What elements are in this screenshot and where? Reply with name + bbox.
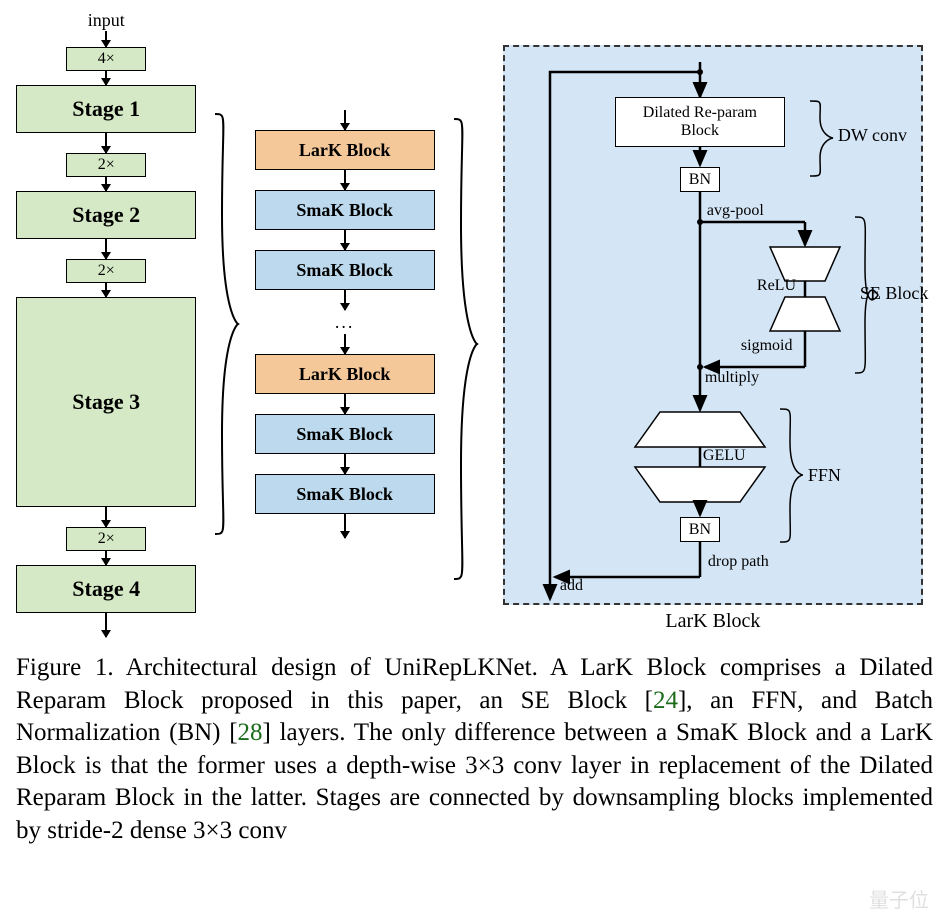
smak-block-3: SmaK Block: [255, 414, 435, 454]
blocks-column: LarK Block SmaK Block SmaK Block ... Lar…: [248, 10, 440, 637]
mult-4x: 4×: [66, 47, 146, 71]
relu-label: ReLU: [757, 277, 796, 295]
arrow: [105, 177, 107, 191]
stage-2: Stage 2: [16, 191, 196, 239]
stage-1: Stage 1: [16, 85, 196, 133]
gelu-label: GELU: [703, 447, 746, 465]
add-label: add: [560, 577, 583, 595]
multiply-label: multiply: [705, 369, 759, 387]
arrow: [105, 551, 107, 565]
caption-ref-28: 28: [238, 719, 263, 746]
arrow: [344, 454, 346, 474]
stage-4: Stage 4: [16, 565, 196, 613]
ellipsis: ...: [335, 310, 355, 334]
arrow: [105, 239, 107, 259]
lark-block-1: LarK Block: [255, 130, 435, 170]
bn-box-1: BN: [680, 167, 720, 192]
caption-fig: Figure 1.: [16, 654, 114, 681]
input-label: input: [88, 10, 125, 31]
arrow: [105, 507, 107, 527]
lark-title: LarK Block: [665, 610, 760, 633]
brace-left: [210, 10, 240, 637]
drp-box: Dilated Re-param Block: [615, 97, 785, 147]
arrow: [105, 133, 107, 153]
arrow: [344, 170, 346, 190]
detail-column: Dilated Re-param Block BN BN avg-pool Re…: [487, 10, 939, 637]
smak-block-4: SmaK Block: [255, 474, 435, 514]
mult-2x-1: 2×: [66, 153, 146, 177]
arrow: [344, 394, 346, 414]
smak-block-1: SmaK Block: [255, 190, 435, 230]
caption-ref-24: 24: [653, 687, 678, 714]
brace-right: [449, 10, 479, 637]
bn-box-2: BN: [680, 517, 720, 542]
lark-block-2: LarK Block: [255, 354, 435, 394]
figure-diagram: input 4× Stage 1 2× Stage 2 2× Stage 3 2…: [10, 10, 939, 637]
arrow: [344, 110, 346, 130]
se-label: SE Block: [860, 283, 929, 304]
avgpool-label: avg-pool: [707, 202, 764, 220]
arrow: [105, 613, 107, 637]
arrow: [344, 290, 346, 310]
figure-caption: Figure 1. Architectural design of UniRep…: [10, 652, 939, 847]
ffn-label: FFN: [808, 465, 841, 486]
arrow: [105, 283, 107, 297]
arrow: [344, 230, 346, 250]
arrow: [344, 334, 346, 354]
droppath-label: drop path: [708, 553, 769, 571]
mult-2x-3: 2×: [66, 527, 146, 551]
stage-3: Stage 3: [16, 297, 196, 507]
arrow: [344, 514, 346, 538]
arrow: [105, 71, 107, 85]
watermark: 量子位: [869, 884, 929, 913]
arrow: [105, 31, 107, 47]
dwconv-label: DW conv: [838, 125, 907, 146]
smak-block-2: SmaK Block: [255, 250, 435, 290]
lark-detail-box: Dilated Re-param Block BN BN avg-pool Re…: [503, 45, 923, 605]
pipeline-column: input 4× Stage 1 2× Stage 2 2× Stage 3 2…: [10, 10, 202, 637]
mult-2x-2: 2×: [66, 259, 146, 283]
sigmoid-label: sigmoid: [741, 337, 793, 355]
